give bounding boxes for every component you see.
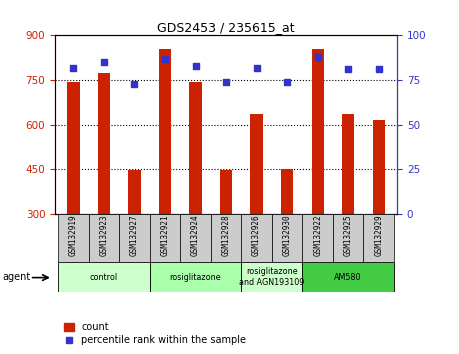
Bar: [333, 214, 364, 262]
Bar: [302, 214, 333, 262]
Point: [192, 63, 199, 69]
Bar: [220, 170, 232, 214]
Point: [70, 65, 77, 70]
Bar: [58, 262, 150, 292]
Text: GSM132923: GSM132923: [100, 215, 108, 257]
Bar: [302, 262, 394, 292]
Bar: [364, 214, 394, 262]
Point: [345, 67, 352, 72]
Title: GDS2453 / 235615_at: GDS2453 / 235615_at: [157, 21, 295, 34]
Text: GSM132924: GSM132924: [191, 215, 200, 257]
Text: GSM132921: GSM132921: [161, 215, 169, 257]
Bar: [272, 214, 302, 262]
Text: control: control: [90, 273, 118, 281]
Bar: [129, 170, 140, 214]
Bar: [342, 114, 354, 214]
Bar: [58, 214, 89, 262]
Text: agent: agent: [2, 272, 31, 282]
Bar: [159, 49, 171, 214]
Bar: [312, 49, 324, 214]
Text: GSM132930: GSM132930: [283, 215, 291, 257]
Text: GSM132928: GSM132928: [222, 215, 230, 257]
Point: [314, 54, 321, 60]
Text: rosiglitazone: rosiglitazone: [170, 273, 221, 281]
Point: [131, 81, 138, 86]
Text: rosiglitazone
and AGN193109: rosiglitazone and AGN193109: [239, 267, 304, 287]
Text: GSM132926: GSM132926: [252, 215, 261, 257]
Text: GSM132919: GSM132919: [69, 215, 78, 257]
Bar: [150, 262, 241, 292]
Bar: [281, 169, 293, 214]
Bar: [67, 81, 79, 214]
Text: AM580: AM580: [335, 273, 362, 281]
Bar: [373, 120, 385, 214]
Point: [222, 79, 230, 85]
Point: [375, 67, 382, 72]
Text: GSM132929: GSM132929: [374, 215, 383, 257]
Text: GSM132927: GSM132927: [130, 215, 139, 257]
Point: [284, 79, 291, 85]
Bar: [190, 82, 202, 214]
Bar: [180, 214, 211, 262]
Bar: [251, 114, 263, 214]
Point: [161, 56, 168, 62]
Point: [253, 65, 260, 70]
Legend: count, percentile rank within the sample: count, percentile rank within the sample: [60, 319, 250, 349]
Bar: [89, 214, 119, 262]
Bar: [241, 214, 272, 262]
Text: GSM132922: GSM132922: [313, 215, 322, 257]
Point: [100, 59, 107, 65]
Bar: [150, 214, 180, 262]
Bar: [98, 73, 110, 214]
Bar: [211, 214, 241, 262]
Text: GSM132925: GSM132925: [344, 215, 353, 257]
Bar: [119, 214, 150, 262]
Bar: [241, 262, 302, 292]
